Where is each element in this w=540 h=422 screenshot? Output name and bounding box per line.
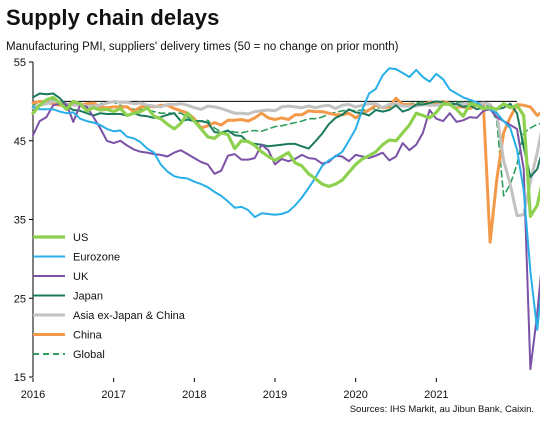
x-tick-label: 2021	[424, 389, 448, 401]
legend-label: China	[73, 330, 103, 342]
series-line-asia-ex-japan-china	[31, 99, 540, 218]
legend-label: US	[73, 232, 88, 244]
x-tick-label: 2020	[343, 389, 367, 401]
series-line-uk	[32, 102, 540, 371]
chart-subtitle: Manufacturing PMI, suppliers' delivery t…	[6, 41, 399, 53]
x-tick-label: 2018	[182, 389, 206, 401]
legend-label: UK	[73, 271, 89, 283]
series-line-japan	[32, 92, 540, 178]
series-line-eurozone	[32, 67, 540, 331]
series-layer	[31, 67, 540, 371]
x-tick-label: 2019	[263, 389, 287, 401]
series-line-us	[31, 95, 540, 218]
legend-label: Asia ex-Japan & China	[73, 310, 186, 322]
y-tick-label: 15	[14, 372, 26, 384]
x-tick-label: 2016	[21, 389, 45, 401]
y-tick-label: 25	[14, 293, 26, 305]
chart-title: Supply chain delays	[6, 5, 220, 30]
legend-label: Eurozone	[73, 252, 120, 264]
y-tick-label: 45	[14, 136, 26, 148]
x-tick-label: 2017	[101, 389, 125, 401]
y-tick-label: 35	[14, 215, 26, 227]
y-tick-label: 55	[14, 57, 26, 69]
source-note: Sources: IHS Markit, au Jibun Bank, Caix…	[349, 404, 534, 415]
legend: US Eurozone UK Japan Asia ex-Japan & China Ch…	[33, 232, 186, 361]
legend-label: Japan	[73, 291, 103, 303]
legend-label: Global	[73, 349, 105, 361]
